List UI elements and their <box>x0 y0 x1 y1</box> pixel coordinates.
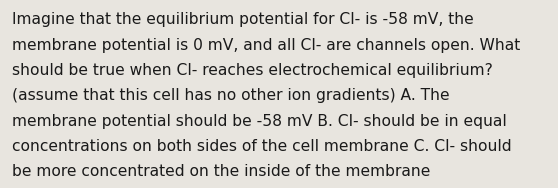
Text: concentrations on both sides of the cell membrane C. Cl- should: concentrations on both sides of the cell… <box>12 139 512 154</box>
Text: be more concentrated on the inside of the membrane: be more concentrated on the inside of th… <box>12 164 431 180</box>
Text: should be true when Cl- reaches electrochemical equilibrium?: should be true when Cl- reaches electroc… <box>12 63 493 78</box>
Text: Imagine that the equilibrium potential for Cl- is -58 mV, the: Imagine that the equilibrium potential f… <box>12 12 474 27</box>
Text: (assume that this cell has no other ion gradients) A. The: (assume that this cell has no other ion … <box>12 88 450 103</box>
Text: membrane potential should be -58 mV B. Cl- should be in equal: membrane potential should be -58 mV B. C… <box>12 114 507 129</box>
Text: membrane potential is 0 mV, and all Cl- are channels open. What: membrane potential is 0 mV, and all Cl- … <box>12 38 521 53</box>
